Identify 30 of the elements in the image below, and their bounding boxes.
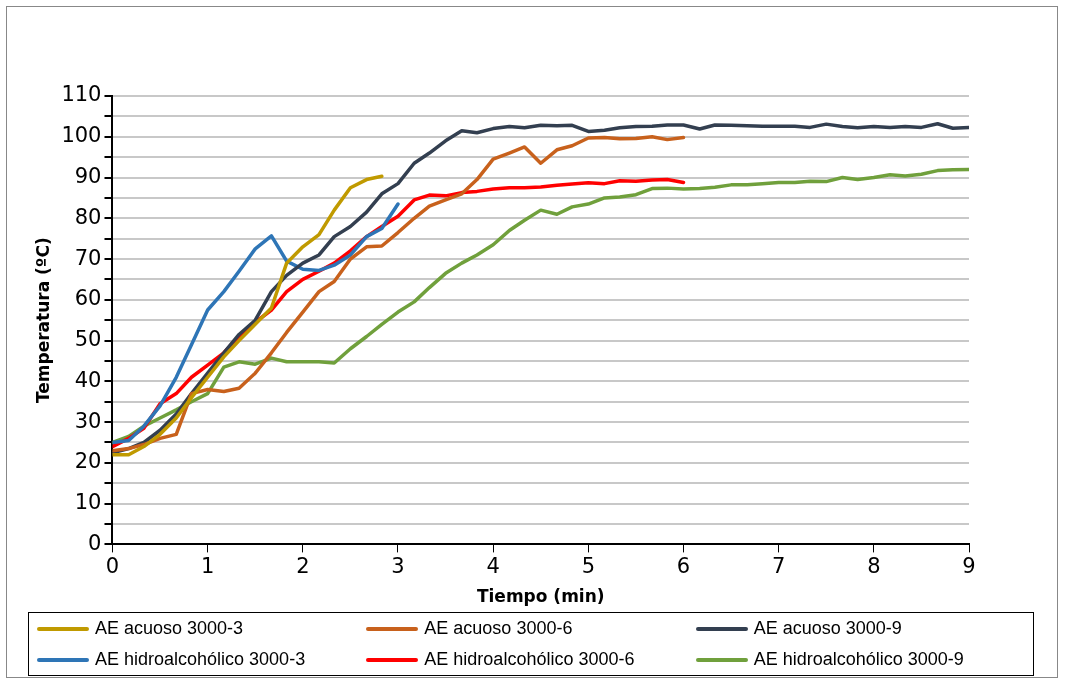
y-tick-label: 50 [74,327,102,352]
x-tick-label: 9 [962,554,976,579]
y-tick-label: 20 [74,449,102,474]
y-tick-label: 70 [74,245,102,270]
x-tick-label: 8 [867,554,881,579]
y-tick-label: 40 [74,367,102,392]
x-tick-label: 4 [486,554,500,579]
x-tick-label: 1 [200,554,215,579]
legend-label: AE acuoso 3000-3 [94,618,245,639]
y-tick-label: 10 [74,490,102,515]
x-tick-label: 6 [676,554,691,579]
y-axis-title: Temperatura (ºC) [32,237,53,404]
y-tick-label: 60 [74,286,102,311]
legend-label: AE hidroalcohólico 3000-9 [752,649,965,670]
legend-label: AE acuoso 3000-9 [752,618,903,639]
x-tick-label: 3 [391,554,405,579]
y-tick-label: 30 [74,408,102,433]
y-tick-label: 0 [88,530,102,555]
y-tick-label: 90 [74,163,102,188]
x-tick-label: 2 [296,554,310,579]
x-tick-label: 5 [581,554,596,579]
x-tick-label: 0 [105,554,120,579]
x-tick-label: 7 [771,554,786,579]
y-tick-label: 100 [61,123,102,148]
y-tick-label: 80 [74,204,102,229]
x-axis-title: Tiempo (min) [476,586,605,607]
legend-label: AE acuoso 3000-6 [423,618,574,639]
legend-label: AE hidroalcohólico 3000-6 [423,649,636,670]
y-tick-label: 110 [61,82,102,107]
legend-label: AE hidroalcohólico 3000-3 [94,649,307,670]
